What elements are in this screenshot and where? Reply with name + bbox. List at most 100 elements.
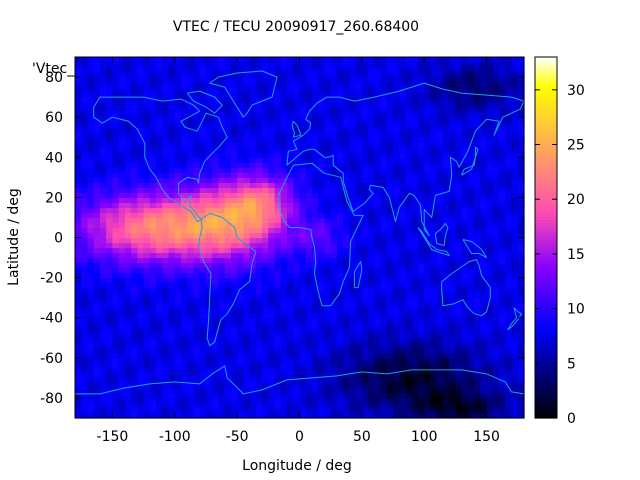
heatmap-cell (324, 342, 332, 349)
heatmap-cell (393, 102, 400, 108)
heatmap-cell (461, 112, 469, 118)
heatmap-cell (449, 342, 457, 349)
heatmap-cell (162, 397, 170, 404)
heatmap-cell (149, 197, 157, 204)
heatmap-cell (262, 82, 269, 88)
heatmap-cell (299, 337, 307, 344)
heatmap-cell (199, 227, 207, 234)
heatmap-cell (143, 392, 151, 399)
heatmap-cell (349, 127, 357, 133)
heatmap-cell (268, 282, 276, 289)
heatmap-cell (442, 332, 450, 339)
heatmap-cell (299, 262, 307, 269)
heatmap-cell (149, 392, 157, 399)
heatmap-cell (336, 292, 344, 299)
heatmap-cell (205, 407, 213, 414)
heatmap-cell (349, 212, 357, 219)
heatmap-cell (187, 362, 195, 369)
heatmap-cell (368, 382, 375, 389)
heatmap-cell (355, 317, 363, 324)
heatmap-cell (368, 222, 375, 229)
heatmap-cell (268, 287, 276, 294)
heatmap-cell (411, 277, 419, 284)
heatmap-cell (299, 57, 307, 63)
heatmap-cell (349, 342, 357, 349)
heatmap-cell (149, 257, 157, 264)
heatmap-cell (299, 282, 307, 289)
heatmap-cell (386, 107, 394, 113)
heatmap-cell (455, 327, 463, 334)
heatmap-cell (461, 232, 469, 239)
heatmap-cell (212, 362, 220, 369)
heatmap-cell (99, 97, 107, 103)
heatmap-cell (99, 112, 107, 118)
heatmap-cell (168, 92, 176, 98)
heatmap-cell (93, 77, 101, 83)
heatmap-cell (311, 242, 319, 249)
heatmap-cell (187, 147, 195, 153)
heatmap-cell (243, 272, 251, 279)
heatmap-cell (149, 157, 157, 163)
heatmap-cell (374, 117, 382, 123)
heatmap-cell (380, 382, 388, 389)
heatmap-cell (399, 182, 407, 188)
heatmap-cell (174, 172, 182, 178)
heatmap-cell (361, 197, 369, 204)
heatmap-cell (386, 222, 394, 229)
heatmap-cell (293, 142, 301, 148)
heatmap-cell (131, 87, 138, 93)
heatmap-cell (199, 317, 207, 324)
heatmap-cell (255, 372, 263, 379)
heatmap-cell (274, 182, 282, 188)
heatmap-cell (280, 202, 288, 209)
heatmap-cell (368, 232, 375, 239)
heatmap-cell (181, 277, 188, 284)
heatmap-cell (212, 262, 220, 269)
heatmap-cell (336, 322, 344, 329)
heatmap-cell (343, 237, 350, 244)
heatmap-cell (255, 112, 263, 118)
heatmap-cell (405, 122, 413, 128)
heatmap-cell (280, 77, 288, 83)
heatmap-cell (162, 137, 170, 143)
heatmap-cell (374, 227, 382, 234)
heatmap-cell (99, 262, 107, 269)
heatmap-cell (293, 77, 301, 83)
heatmap-cell (355, 362, 363, 369)
heatmap-cell (268, 242, 276, 249)
heatmap-cell (181, 237, 188, 244)
heatmap-cell (174, 62, 182, 68)
heatmap-cell (499, 232, 506, 239)
heatmap-cell (137, 377, 145, 384)
heatmap-cell (268, 402, 276, 409)
heatmap-cell (430, 327, 438, 334)
heatmap-cell (411, 187, 419, 193)
heatmap-cell (480, 67, 488, 73)
heatmap-cell (474, 137, 481, 143)
heatmap-cell (393, 57, 400, 63)
heatmap-cell (199, 272, 207, 279)
heatmap-cell (93, 292, 101, 299)
heatmap-cell (218, 357, 226, 364)
heatmap-cell (87, 62, 95, 68)
heatmap-cell (336, 162, 344, 168)
heatmap-cell (355, 342, 363, 349)
heatmap-cell (75, 142, 82, 148)
heatmap-cell (480, 387, 488, 394)
heatmap-cell (174, 412, 182, 419)
heatmap-cell (93, 232, 101, 239)
heatmap-cell (330, 292, 338, 299)
heatmap-cell (268, 57, 276, 63)
heatmap-cell (386, 147, 394, 153)
heatmap-cell (499, 222, 506, 229)
heatmap-cell (287, 132, 294, 138)
heatmap-cell (393, 127, 400, 133)
heatmap-cell (255, 57, 263, 63)
heatmap-cell (255, 212, 263, 219)
heatmap-cell (199, 407, 207, 414)
heatmap-cell (355, 227, 363, 234)
heatmap-cell (93, 242, 101, 249)
heatmap-cell (361, 317, 369, 324)
heatmap-cell (324, 337, 332, 344)
heatmap-cell (324, 97, 332, 103)
